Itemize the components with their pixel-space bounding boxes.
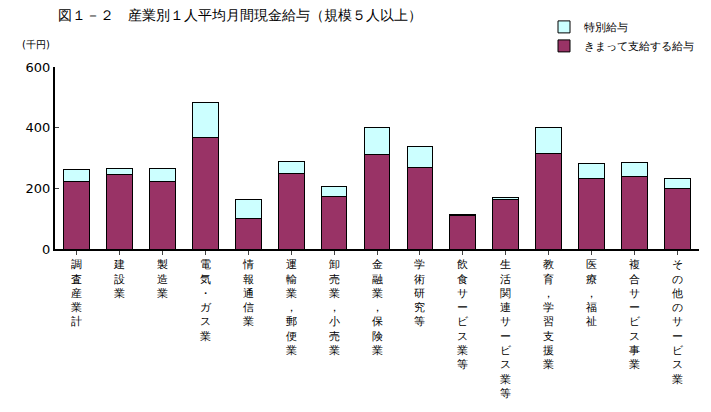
svg-text:その他のサービス業: その他のサービス業 [672, 258, 684, 385]
svg-text:きまって支給する給与: きまって支給する給与 [584, 40, 694, 53]
svg-text:飲食サービス業等: 飲食サービス業等 [457, 258, 469, 371]
svg-text:(千円): (千円) [22, 39, 50, 50]
svg-text:特別給与: 特別給与 [584, 21, 628, 34]
svg-text:電気・ガス業: 電気・ガス業 [200, 258, 212, 343]
svg-text:複合サービス事業: 複合サービス事業 [629, 258, 641, 371]
svg-text:情報通信業: 情報通信業 [242, 258, 254, 328]
svg-text:運輸業，郵便業: 運輸業，郵便業 [286, 258, 297, 357]
svg-text:400: 400 [26, 120, 51, 135]
svg-text:0: 0 [42, 242, 50, 257]
svg-text:600: 600 [26, 60, 51, 75]
svg-text:教育，学習支援業: 教育，学習支援業 [543, 258, 554, 371]
svg-text:製造業: 製造業 [157, 258, 168, 300]
svg-text:学術研究等: 学術研究等 [414, 258, 425, 328]
svg-text:卸売業，小売業: 卸売業，小売業 [329, 258, 340, 357]
svg-text:200: 200 [26, 181, 51, 196]
svg-text:生活関連サービス業等: 生活関連サービス業等 [500, 258, 512, 400]
svg-text:図１－２ 産業別１人平均月間現金給与（規模５人以上）: 図１－２ 産業別１人平均月間現金給与（規模５人以上） [58, 7, 422, 23]
svg-text:調査産業計: 調査産業計 [71, 258, 82, 328]
svg-text:金融業，保険業: 金融業，保険業 [372, 258, 383, 357]
svg-text:医療，福祉: 医療，福祉 [586, 258, 597, 328]
svg-text:建設業: 建設業 [113, 258, 125, 300]
